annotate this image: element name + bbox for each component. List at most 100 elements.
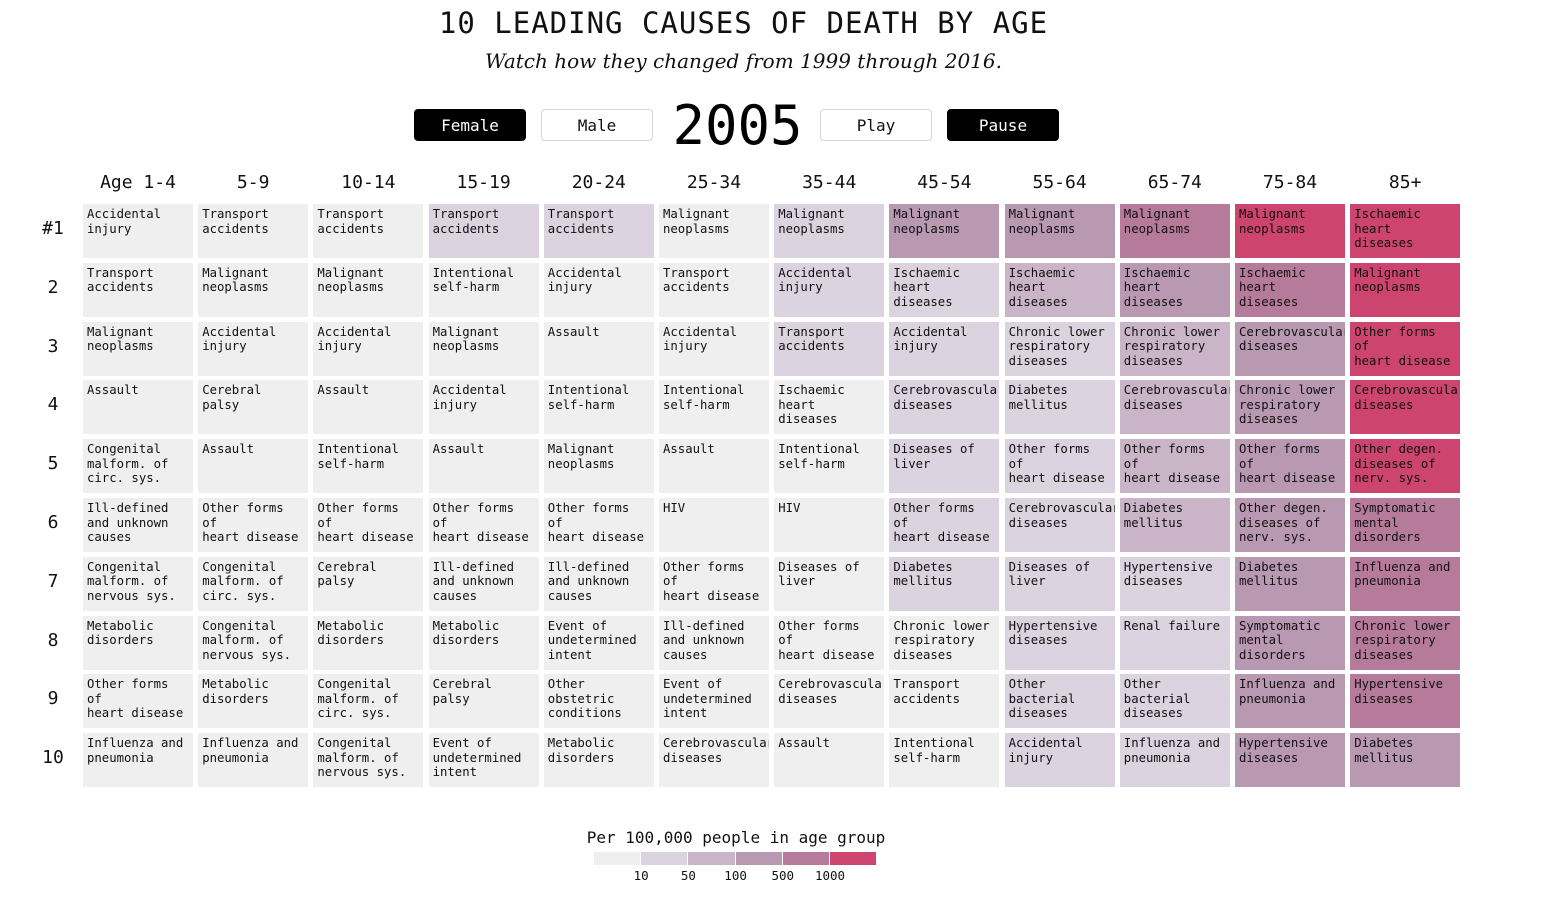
cause-cell[interactable]: Influenza and pneumonia [1119, 733, 1230, 788]
cause-cell[interactable]: Malignant neoplasms [83, 321, 193, 376]
cause-cell[interactable]: Intentional self-harm [774, 439, 885, 494]
cause-cell[interactable]: Diseases of liver [774, 556, 885, 611]
cause-cell[interactable]: Cerebrovascular diseases [1004, 498, 1115, 552]
cause-cell[interactable]: Assault [198, 439, 309, 494]
cause-cell[interactable]: Malignant neoplasms [198, 262, 309, 317]
cause-cell[interactable]: Ill-defined and unknown causes [428, 556, 539, 611]
cause-cell[interactable]: Accidental injury [83, 204, 193, 258]
cause-cell[interactable]: Accidental injury [1004, 733, 1115, 788]
cause-cell[interactable]: Other forms of heart disease [198, 498, 309, 552]
cause-cell[interactable]: Other forms of heart disease [889, 498, 1000, 552]
cause-cell[interactable]: Other forms of heart disease [1235, 439, 1345, 494]
cause-cell[interactable]: Assault [543, 321, 654, 376]
cause-cell[interactable]: Diseases of liver [889, 439, 1000, 494]
cause-cell[interactable]: Influenza and pneumonia [1350, 556, 1461, 611]
cause-cell[interactable]: Cerebral palsy [313, 556, 424, 611]
cause-cell[interactable]: Other forms of heart disease [543, 498, 654, 552]
cause-cell[interactable]: Transport accidents [774, 321, 885, 376]
cause-cell[interactable]: Accidental injury [543, 262, 654, 317]
cause-cell[interactable]: Hypertensive diseases [1235, 733, 1345, 788]
cause-cell[interactable]: Ischaemic heart diseases [1235, 262, 1345, 317]
cause-cell[interactable]: Other degen. diseases of nerv. sys. [1350, 439, 1461, 494]
cause-cell[interactable]: Ill-defined and unknown causes [83, 498, 193, 552]
cause-cell[interactable]: Transport accidents [543, 204, 654, 258]
cause-cell[interactable]: Ischaemic heart diseases [1350, 204, 1461, 258]
cause-cell[interactable]: HIV [659, 498, 769, 552]
cause-cell[interactable]: Accidental injury [659, 321, 769, 376]
cause-cell[interactable]: Metabolic disorders [428, 615, 539, 670]
cause-cell[interactable]: Diabetes mellitus [1119, 498, 1230, 552]
cause-cell[interactable]: Ill-defined and unknown causes [659, 615, 769, 670]
cause-cell[interactable]: HIV [774, 498, 885, 552]
cause-cell[interactable]: Congenital malform. of nervous sys. [83, 556, 193, 611]
cause-cell[interactable]: Ischaemic heart diseases [774, 380, 885, 435]
cause-cell[interactable]: Other forms of heart disease [83, 674, 193, 729]
cause-cell[interactable]: Transport accidents [83, 262, 193, 317]
cause-cell[interactable]: Intentional self-harm [889, 733, 1000, 788]
cause-cell[interactable]: Transport accidents [889, 674, 1000, 729]
cause-cell[interactable]: Diabetes mellitus [1235, 556, 1345, 611]
female-button[interactable]: Female [414, 109, 526, 141]
cause-cell[interactable]: Congenital malform. of nervous sys. [198, 615, 309, 670]
cause-cell[interactable]: Intentional self-harm [659, 380, 769, 435]
cause-cell[interactable]: Event of undetermined intent [659, 674, 769, 729]
cause-cell[interactable]: Other obstetric conditions [543, 674, 654, 729]
cause-cell[interactable]: Assault [313, 380, 424, 435]
cause-cell[interactable]: Malignant neoplasms [313, 262, 424, 317]
cause-cell[interactable]: Renal failure [1119, 615, 1230, 670]
cause-cell[interactable]: Other forms of heart disease [1119, 439, 1230, 494]
cause-cell[interactable]: Other forms of heart disease [1004, 439, 1115, 494]
cause-cell[interactable]: Transport accidents [198, 204, 309, 258]
cause-cell[interactable]: Accidental injury [313, 321, 424, 376]
cause-cell[interactable]: Influenza and pneumonia [198, 733, 309, 788]
cause-cell[interactable]: Congenital malform. of nervous sys. [313, 733, 424, 788]
cause-cell[interactable]: Chronic lower respiratory diseases [1004, 321, 1115, 376]
cause-cell[interactable]: Chronic lower respiratory diseases [1235, 380, 1345, 435]
cause-cell[interactable]: Event of undetermined intent [543, 615, 654, 670]
cause-cell[interactable]: Intentional self-harm [543, 380, 654, 435]
cause-cell[interactable]: Malignant neoplasms [659, 204, 769, 258]
cause-cell[interactable]: Transport accidents [659, 262, 769, 317]
cause-cell[interactable]: Other forms of heart disease [659, 556, 769, 611]
cause-cell[interactable]: Symptomatic mental disorders [1235, 615, 1345, 670]
cause-cell[interactable]: Other forms of heart disease [774, 615, 885, 670]
cause-cell[interactable]: Cerebrovascular diseases [1235, 321, 1345, 376]
cause-cell[interactable]: Assault [774, 733, 885, 788]
cause-cell[interactable]: Chronic lower respiratory diseases [1350, 615, 1461, 670]
cause-cell[interactable]: Diabetes mellitus [1350, 733, 1461, 788]
cause-cell[interactable]: Malignant neoplasms [774, 204, 885, 258]
cause-cell[interactable]: Accidental injury [198, 321, 309, 376]
cause-cell[interactable]: Ischaemic heart diseases [889, 262, 1000, 317]
cause-cell[interactable]: Event of undetermined intent [428, 733, 539, 788]
cause-cell[interactable]: Transport accidents [428, 204, 539, 258]
cause-cell[interactable]: Cerebrovascular diseases [659, 733, 769, 788]
cause-cell[interactable]: Metabolic disorders [543, 733, 654, 788]
cause-cell[interactable]: Cerebral palsy [428, 674, 539, 729]
cause-cell[interactable]: Chronic lower respiratory diseases [889, 615, 1000, 670]
cause-cell[interactable]: Cerebrovascular diseases [774, 674, 885, 729]
cause-cell[interactable]: Influenza and pneumonia [83, 733, 193, 788]
cause-cell[interactable]: Cerebrovascular diseases [1119, 380, 1230, 435]
play-button[interactable]: Play [820, 109, 932, 141]
cause-cell[interactable]: Other forms of heart disease [313, 498, 424, 552]
cause-cell[interactable]: Hypertensive diseases [1350, 674, 1461, 729]
cause-cell[interactable]: Metabolic disorders [198, 674, 309, 729]
cause-cell[interactable]: Malignant neoplasms [889, 204, 1000, 258]
cause-cell[interactable]: Malignant neoplasms [1235, 204, 1345, 258]
cause-cell[interactable]: Intentional self-harm [313, 439, 424, 494]
cause-cell[interactable]: Hypertensive diseases [1004, 615, 1115, 670]
cause-cell[interactable]: Ill-defined and unknown causes [543, 556, 654, 611]
cause-cell[interactable]: Congenital malform. of circ. sys. [313, 674, 424, 729]
cause-cell[interactable]: Cerebral palsy [198, 380, 309, 435]
cause-cell[interactable]: Accidental injury [428, 380, 539, 435]
cause-cell[interactable]: Congenital malform. of circ. sys. [198, 556, 309, 611]
cause-cell[interactable]: Accidental injury [774, 262, 885, 317]
cause-cell[interactable]: Assault [428, 439, 539, 494]
cause-cell[interactable]: Diseases of liver [1004, 556, 1115, 611]
cause-cell[interactable]: Assault [83, 380, 193, 435]
cause-cell[interactable]: Malignant neoplasms [1350, 262, 1461, 317]
cause-cell[interactable]: Diabetes mellitus [1004, 380, 1115, 435]
cause-cell[interactable]: Other forms of heart disease [1350, 321, 1461, 376]
cause-cell[interactable]: Transport accidents [313, 204, 424, 258]
cause-cell[interactable]: Assault [659, 439, 769, 494]
